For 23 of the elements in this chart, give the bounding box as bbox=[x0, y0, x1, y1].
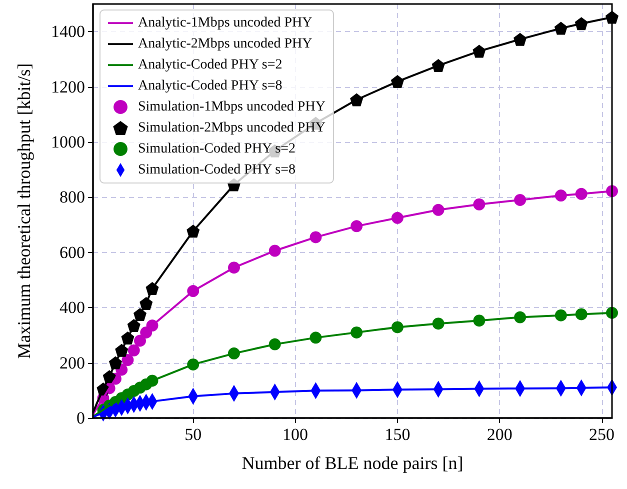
y-tick-label: 1400 bbox=[51, 22, 85, 42]
x-tick-label: 150 bbox=[384, 425, 410, 444]
x-tick-label: 200 bbox=[486, 425, 512, 444]
y-tick-label: 600 bbox=[60, 242, 85, 262]
y-tick-label: 1200 bbox=[51, 77, 85, 96]
legend-label: Simulation-Coded PHY s=2 bbox=[138, 142, 296, 156]
legend-label: Analytic-Coded PHY s=2 bbox=[138, 58, 282, 72]
legend-label: Analytic-2Mbps uncoded PHY bbox=[138, 36, 312, 52]
y-tick-label: 0 bbox=[76, 408, 85, 428]
y-tick-label: 200 bbox=[60, 353, 85, 372]
legend-label: Simulation-Coded PHY s=8 bbox=[138, 162, 296, 178]
legend-label: Simulation-2Mbps uncoded PHY bbox=[138, 120, 326, 136]
x-tick-label: 250 bbox=[589, 425, 615, 444]
x-axis-title: Number of BLE node pairs [n] bbox=[242, 453, 464, 473]
y-tick-label: 400 bbox=[60, 298, 85, 318]
legend-label: Analytic-Coded PHY s=8 bbox=[138, 78, 282, 94]
legend-label: Analytic-1Mbps uncoded PHY bbox=[138, 16, 312, 30]
legend-label: Simulation-1Mbps uncoded PHY bbox=[138, 100, 326, 114]
x-tick-label: 50 bbox=[184, 425, 202, 444]
y-tick-label: 800 bbox=[60, 188, 85, 207]
y-axis-title: Maximum theoretical throughput [kbit/s] bbox=[14, 63, 34, 359]
y-tick-label: 1000 bbox=[51, 132, 85, 152]
x-tick-label: 100 bbox=[282, 425, 308, 444]
